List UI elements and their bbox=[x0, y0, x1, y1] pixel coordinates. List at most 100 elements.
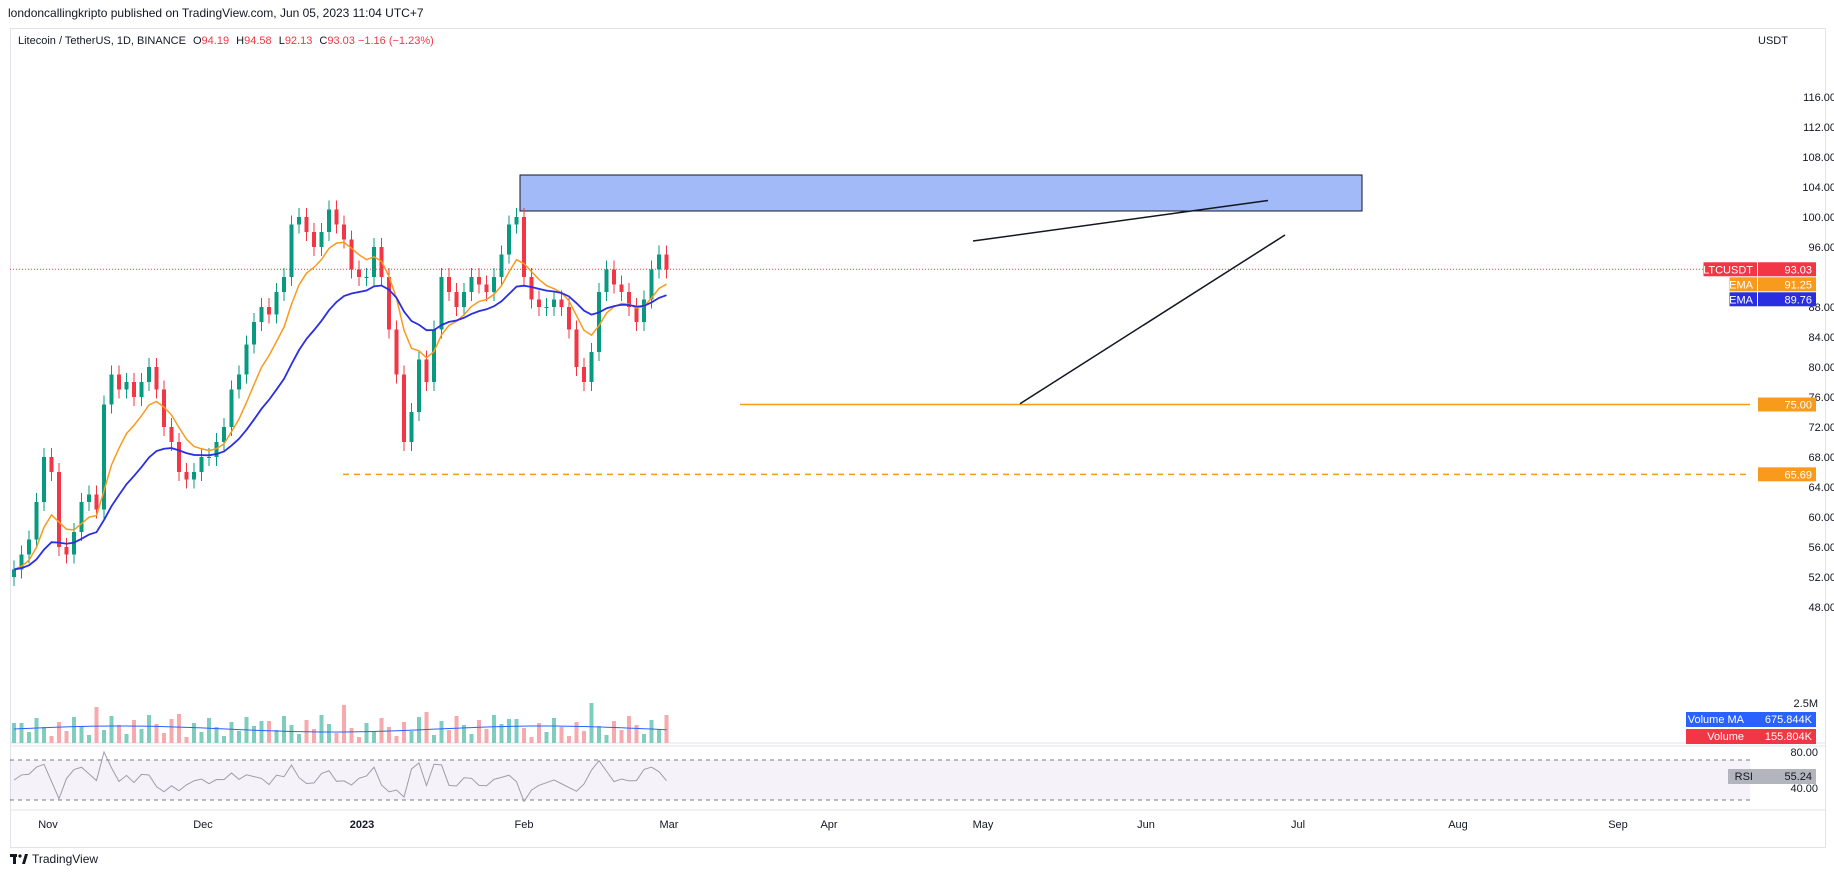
tradingview-brand: TradingView bbox=[32, 852, 99, 866]
volume-bar bbox=[439, 721, 444, 743]
candle-body bbox=[87, 494, 91, 502]
candle-body bbox=[417, 359, 421, 412]
candle-body bbox=[529, 277, 534, 300]
volume-bar bbox=[79, 726, 84, 743]
candle-body bbox=[267, 307, 271, 315]
candle-body bbox=[522, 217, 526, 277]
price-tag-value-box bbox=[1758, 277, 1816, 292]
candle-body bbox=[19, 554, 24, 570]
volume-bar bbox=[492, 715, 496, 743]
price-tick-label: 84.00 bbox=[1808, 332, 1834, 344]
volume-bar bbox=[132, 720, 136, 743]
price-tick-label: 108.00 bbox=[1802, 152, 1834, 164]
volume-bar bbox=[184, 737, 189, 743]
price-tag-label-box bbox=[1729, 277, 1757, 292]
volume-ma-tag-label: Volume MA bbox=[1688, 714, 1745, 726]
low-key: L bbox=[278, 35, 285, 47]
volume-bar bbox=[199, 732, 204, 743]
candle-body bbox=[274, 292, 279, 315]
volume-bar bbox=[237, 731, 241, 743]
time-tick-label: Feb bbox=[515, 819, 534, 831]
volume-bar bbox=[64, 731, 69, 743]
rsi-tag-value: 55.24 bbox=[1784, 771, 1812, 783]
candle-body bbox=[79, 502, 84, 532]
price-tick-label: 100.00 bbox=[1802, 212, 1834, 224]
volume-bar bbox=[627, 716, 631, 743]
volume-bar bbox=[177, 714, 181, 743]
candle-body bbox=[289, 224, 294, 277]
rsi-band bbox=[10, 760, 1750, 800]
high-key: H bbox=[236, 35, 245, 47]
volume-bar bbox=[57, 722, 61, 743]
candle-body bbox=[147, 367, 151, 382]
volume-bar bbox=[664, 715, 669, 743]
volume-bar bbox=[387, 727, 391, 743]
volume-tag-value: 155.804K bbox=[1765, 731, 1813, 743]
volume-tag-box bbox=[1686, 729, 1816, 744]
price-tick-label: 48.00 bbox=[1808, 602, 1834, 614]
volume-bar bbox=[597, 726, 601, 743]
candle-body bbox=[589, 352, 594, 382]
price-tick-label: 52.00 bbox=[1808, 572, 1834, 584]
volume-bar bbox=[552, 718, 556, 743]
volume-bar bbox=[109, 716, 114, 743]
volume-bar bbox=[634, 725, 639, 743]
rsi-tag-label: RSI bbox=[1735, 771, 1753, 783]
candle-body bbox=[477, 277, 481, 285]
volume-bar bbox=[297, 734, 301, 743]
candle-body bbox=[454, 292, 459, 307]
candle-body bbox=[507, 224, 511, 255]
volume-tag-label: Volume bbox=[1707, 731, 1744, 743]
volume-bar bbox=[214, 727, 219, 743]
volume-ma-tag-box bbox=[1686, 712, 1816, 727]
candle-body bbox=[627, 292, 631, 307]
candle-body bbox=[537, 299, 541, 307]
rsi-upper-label: 80.00 bbox=[1790, 747, 1818, 759]
candle-body bbox=[462, 292, 466, 307]
candle-body bbox=[574, 329, 579, 367]
candle-body bbox=[304, 217, 309, 232]
time-tick-label: Sep bbox=[1608, 819, 1628, 831]
volume-bar bbox=[454, 716, 459, 743]
price-tick-label: 64.00 bbox=[1808, 482, 1834, 494]
time-tick-label: Mar bbox=[660, 819, 679, 831]
volume-bar bbox=[544, 732, 549, 743]
candle-body bbox=[432, 329, 436, 382]
candle-body bbox=[544, 307, 549, 308]
volume-bar bbox=[34, 718, 39, 743]
change-value: −1.16 (−1.23%) bbox=[357, 35, 434, 47]
price-tick-label: 60.00 bbox=[1808, 512, 1834, 524]
price-tag-label-box bbox=[1729, 292, 1757, 307]
price-tag-value: 89.76 bbox=[1784, 294, 1812, 306]
volume-bar bbox=[192, 723, 196, 743]
candle-body bbox=[297, 217, 301, 225]
candle-body bbox=[499, 254, 504, 277]
volume-bar bbox=[102, 730, 106, 743]
candle-body bbox=[42, 457, 46, 502]
volume-bar bbox=[559, 727, 564, 743]
candle-body bbox=[57, 472, 61, 547]
volume-bar bbox=[124, 734, 129, 743]
candle-body bbox=[342, 224, 346, 240]
volume-bar bbox=[657, 729, 661, 743]
time-tick-label: Nov bbox=[38, 819, 58, 831]
candle-body bbox=[109, 374, 114, 405]
price-tag-value-box bbox=[1758, 467, 1816, 482]
volume-bar bbox=[462, 725, 466, 743]
price-tick-label: 116.00 bbox=[1803, 92, 1834, 104]
candle-body bbox=[154, 367, 159, 390]
volume-bar bbox=[274, 730, 279, 743]
volume-bar bbox=[12, 723, 16, 743]
candle-body bbox=[102, 404, 106, 510]
rsi-lower-label: 40.00 bbox=[1790, 783, 1818, 795]
candle-body bbox=[312, 232, 316, 247]
price-tick-label: 56.00 bbox=[1808, 542, 1834, 554]
candle-body bbox=[439, 277, 444, 330]
candle-body bbox=[184, 472, 189, 480]
volume-bar bbox=[319, 715, 324, 743]
candle-body bbox=[372, 247, 376, 277]
candle-body bbox=[34, 502, 39, 540]
volume-bar bbox=[207, 718, 211, 743]
candle-body bbox=[49, 457, 54, 472]
